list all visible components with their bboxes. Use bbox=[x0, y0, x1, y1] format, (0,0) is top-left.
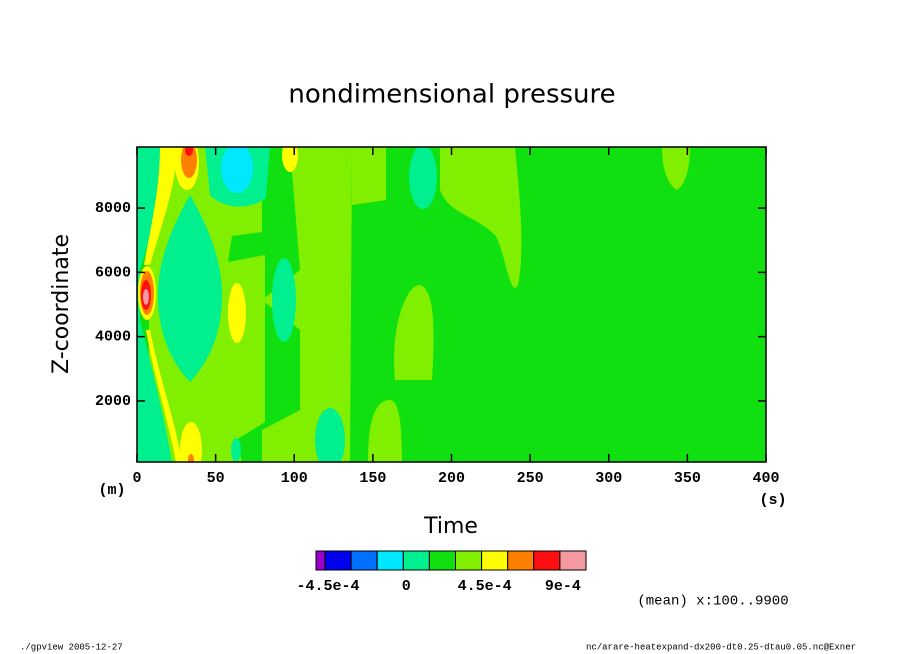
y-tick-label: 8000 bbox=[95, 200, 131, 217]
y-axis-label: Z-coordinate bbox=[49, 234, 74, 374]
x-tick-label: 400 bbox=[752, 470, 779, 487]
contour-region bbox=[143, 289, 149, 305]
contour-region bbox=[315, 408, 345, 462]
colorbar-tick-label: -4.5e-4 bbox=[296, 578, 359, 595]
y-tick-label: 6000 bbox=[95, 264, 131, 281]
contour-region bbox=[394, 285, 434, 380]
contour-region bbox=[231, 438, 241, 462]
x-tick-label: 0 bbox=[132, 470, 141, 487]
colorbar-tick-label: 9e-4 bbox=[545, 578, 581, 595]
contour-region bbox=[221, 147, 253, 193]
chart-title: nondimensional pressure bbox=[288, 80, 615, 110]
contour-region bbox=[146, 330, 182, 462]
colorbar-tick-label: 4.5e-4 bbox=[458, 578, 512, 595]
contour-region bbox=[144, 147, 178, 265]
y-tick-label: 2000 bbox=[95, 393, 131, 410]
x-tick-label: 150 bbox=[359, 470, 386, 487]
contour-region bbox=[181, 147, 197, 178]
colorbar-box bbox=[481, 550, 509, 571]
contour-region bbox=[228, 283, 246, 343]
x-tick-label: 50 bbox=[207, 470, 225, 487]
contour-region bbox=[137, 147, 172, 462]
contour-region bbox=[158, 195, 222, 382]
colorbar-box bbox=[324, 550, 352, 571]
x-tick-label: 350 bbox=[674, 470, 701, 487]
x-tick-label: 250 bbox=[517, 470, 544, 487]
colorbar-box bbox=[428, 550, 456, 571]
contour-field bbox=[137, 147, 766, 462]
x-tick-label: 300 bbox=[595, 470, 622, 487]
x-tick-label: 100 bbox=[281, 470, 308, 487]
contour-region bbox=[409, 147, 437, 209]
contour-region bbox=[262, 147, 352, 462]
contour-region bbox=[188, 454, 194, 462]
annotation: ./gpview 2005-12-27 bbox=[20, 642, 123, 652]
colorbar-box bbox=[350, 550, 378, 571]
colorbar-box bbox=[559, 550, 587, 571]
colorbar-box bbox=[533, 550, 561, 571]
contour-region bbox=[185, 147, 193, 156]
y-tick-label: 4000 bbox=[95, 329, 131, 346]
x-unit: (s) bbox=[759, 492, 786, 509]
y-unit: (m) bbox=[98, 482, 125, 499]
annotation: nc/arare-heatexpand-dx200-dt0.25-dtau0.0… bbox=[586, 642, 856, 652]
annotation: (mean) x:100..9900 bbox=[637, 594, 788, 610]
x-tick-label: 200 bbox=[438, 470, 465, 487]
contour-region bbox=[272, 258, 296, 342]
colorbar-box bbox=[402, 550, 430, 571]
colorbar-box bbox=[455, 550, 483, 571]
contour-region bbox=[282, 147, 298, 172]
contour-region bbox=[662, 147, 690, 190]
contour-region bbox=[352, 147, 402, 462]
colorbar-tick-label: 0 bbox=[402, 578, 411, 595]
colorbar-box bbox=[376, 550, 404, 571]
x-axis-label: Time bbox=[423, 514, 478, 539]
colorbar-box bbox=[315, 550, 326, 571]
contour-region bbox=[180, 422, 202, 462]
contour-region bbox=[440, 147, 522, 288]
colorbar-box bbox=[507, 550, 535, 571]
